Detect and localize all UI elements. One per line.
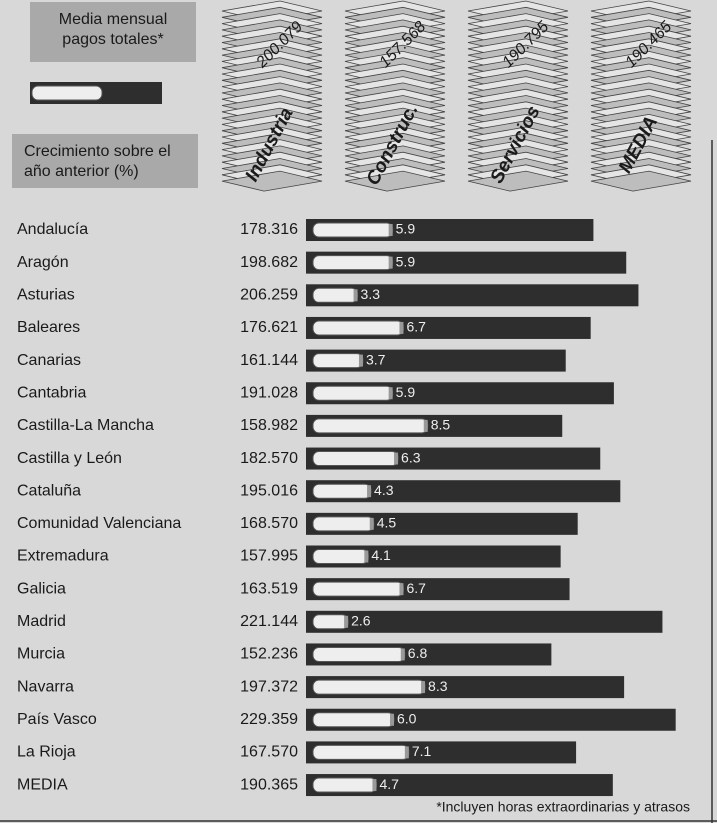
- growth-bar: [313, 419, 428, 433]
- category-label: Asturias: [17, 287, 75, 304]
- category-label: Aragón: [17, 254, 69, 271]
- growth-label: 6.7: [406, 319, 426, 335]
- growth-bar: [313, 321, 403, 335]
- category-label: Cantabria: [17, 384, 86, 401]
- growth-bar-edge: [405, 746, 409, 758]
- growth-bar-edge: [389, 387, 393, 399]
- category-label: País Vasco: [17, 711, 97, 728]
- category-label: Castilla-La Mancha: [17, 417, 154, 434]
- growth-bar-edge: [390, 714, 394, 726]
- growth-bar: [313, 288, 358, 302]
- growth-bar: [313, 615, 348, 629]
- growth-bar: [313, 354, 363, 368]
- growth-label: 6.3: [401, 449, 421, 465]
- value-label: 206.259: [240, 287, 298, 304]
- growth-label: 8.5: [431, 417, 451, 433]
- growth-label: 6.7: [406, 580, 426, 596]
- growth-label: 3.7: [366, 351, 386, 367]
- growth-bar: [313, 452, 398, 466]
- value-label: 190.365: [240, 776, 298, 793]
- category-label: Extremadura: [17, 548, 109, 565]
- growth-label: 6.0: [397, 710, 417, 726]
- chart: Media mensualpagos totales* Crecimiento …: [0, 0, 717, 823]
- growth-label: 5.9: [396, 384, 416, 400]
- growth-label: 4.3: [374, 482, 394, 498]
- growth-bar-edge: [421, 681, 425, 693]
- growth-label: 8.3: [428, 678, 448, 694]
- category-label: Galicia: [17, 580, 66, 597]
- category-label: Navarra: [17, 678, 74, 695]
- growth-bar-edge: [389, 257, 393, 269]
- category-label: Canarias: [17, 352, 81, 369]
- growth-label: 5.9: [396, 253, 416, 269]
- growth-label: 7.1: [412, 743, 432, 759]
- growth-bar-edge: [344, 616, 348, 628]
- growth-bar-edge: [394, 453, 398, 465]
- growth-bar: [313, 745, 409, 759]
- footnote: *Incluyen horas extraordinarias y atraso…: [436, 799, 690, 815]
- value-label: 163.519: [240, 580, 298, 597]
- sector-stack: [345, 1, 445, 191]
- value-label: 221.144: [240, 613, 298, 630]
- value-label: 167.570: [240, 744, 298, 761]
- value-label: 176.621: [240, 319, 298, 336]
- growth-bar-edge: [372, 779, 376, 791]
- category-label: MEDIA: [17, 776, 68, 793]
- sector-stack: [468, 1, 568, 191]
- legend-swatch-inner: [32, 86, 102, 100]
- category-label: Castilla y León: [17, 450, 122, 467]
- value-label: 158.982: [240, 417, 298, 434]
- value-label: 195.016: [240, 482, 298, 499]
- growth-bar-edge: [367, 485, 371, 497]
- growth-bar-edge: [354, 289, 358, 301]
- value-label: 198.682: [240, 254, 298, 271]
- value-label: 161.144: [240, 352, 298, 369]
- growth-label: 5.9: [396, 221, 416, 237]
- growth-bar-edge: [399, 583, 403, 595]
- growth-bar: [313, 778, 376, 792]
- page: Media mensualpagos totales* Crecimiento …: [0, 0, 717, 823]
- category-label: Baleares: [17, 319, 80, 336]
- value-label: 168.570: [240, 515, 298, 532]
- growth-bar-edge: [399, 322, 403, 334]
- category-label: Murcia: [17, 646, 65, 663]
- value-label: 182.570: [240, 450, 298, 467]
- growth-bar: [313, 550, 368, 564]
- growth-label: 4.5: [377, 515, 397, 531]
- category-label: Madrid: [17, 613, 66, 630]
- value-label: 229.359: [240, 711, 298, 728]
- category-label: Cataluña: [17, 482, 81, 499]
- value-label: 152.236: [240, 646, 298, 663]
- growth-label: 6.8: [408, 645, 428, 661]
- value-label: 197.372: [240, 678, 298, 695]
- growth-bar-edge: [401, 648, 405, 660]
- sector-stack: [222, 1, 322, 191]
- growth-bar: [313, 680, 425, 694]
- growth-bar-edge: [424, 420, 428, 432]
- value-label: 178.316: [240, 221, 298, 238]
- growth-bar: [313, 386, 393, 400]
- growth-bar: [313, 223, 393, 237]
- growth-bar-edge: [370, 518, 374, 530]
- growth-label: 2.6: [351, 613, 371, 629]
- growth-bar: [313, 647, 405, 661]
- growth-label: 4.1: [371, 547, 391, 563]
- growth-bar: [313, 582, 403, 596]
- growth-label: 3.3: [361, 286, 381, 302]
- category-label: La Rioja: [17, 744, 76, 761]
- category-label: Andalucía: [17, 221, 88, 238]
- sector-stack: [591, 1, 691, 191]
- value-label: 191.028: [240, 384, 298, 401]
- growth-bar: [313, 256, 393, 270]
- growth-bar-edge: [389, 224, 393, 236]
- growth-bar-edge: [359, 355, 363, 367]
- growth-bar: [313, 484, 371, 498]
- growth-bar: [313, 517, 374, 531]
- category-label: Comunidad Valenciana: [17, 515, 181, 532]
- growth-bar: [313, 713, 394, 727]
- growth-bar-edge: [364, 551, 368, 563]
- growth-label: 4.7: [379, 776, 399, 792]
- value-label: 157.995: [240, 548, 298, 565]
